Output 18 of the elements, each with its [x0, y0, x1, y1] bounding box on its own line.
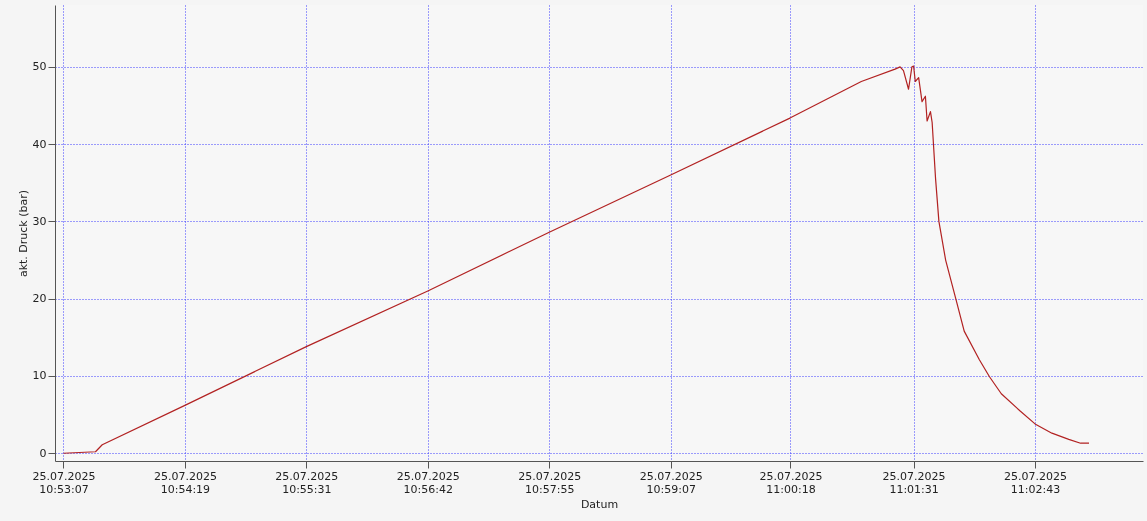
y-tick-label: 50 — [32, 60, 47, 74]
y-tick-label: 0 — [39, 446, 47, 460]
x-tick-label: 25.07.2025 10:55:31 — [275, 469, 339, 496]
x-tick-label: 25.07.2025 10:54:19 — [153, 469, 217, 496]
y-tick-label: 40 — [32, 137, 47, 151]
x-tick-label: 25.07.2025 10:56:42 — [396, 469, 460, 496]
x-tick-label: 25.07.2025 10:53:07 — [32, 469, 96, 496]
x-tick-label: 25.07.2025 10:59:07 — [639, 469, 703, 496]
x-tick-label: 25.07.2025 11:01:31 — [882, 469, 946, 496]
y-axis-title: akt. Druck (bar) — [16, 189, 30, 278]
x-tick-label: 25.07.2025 10:57:55 — [518, 469, 582, 496]
x-axis-title: Datum — [580, 497, 619, 511]
x-tick-label: 25.07.2025 11:00:18 — [759, 469, 823, 496]
line-series — [62, 65, 1090, 454]
y-tick-label: 30 — [32, 214, 47, 228]
x-tick-label: 25.07.2025 11:02:43 — [1004, 469, 1068, 496]
y-tick-label: 20 — [32, 292, 47, 306]
y-tick-label: 10 — [32, 369, 47, 383]
